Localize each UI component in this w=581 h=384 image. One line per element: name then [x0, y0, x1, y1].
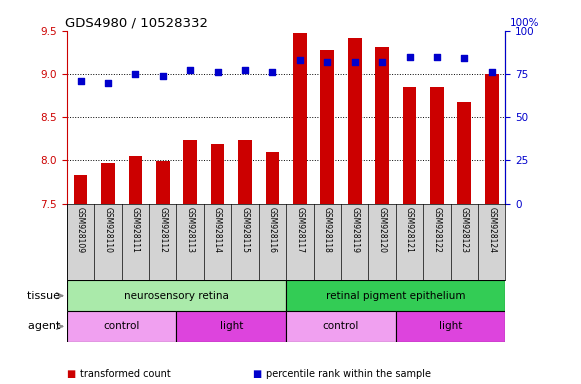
Bar [485, 74, 498, 204]
Point [322, 59, 332, 65]
Text: GSM928117: GSM928117 [295, 207, 304, 253]
Text: light: light [439, 321, 462, 331]
Text: GSM928119: GSM928119 [350, 207, 359, 253]
Point [432, 53, 442, 60]
Text: GSM928120: GSM928120 [378, 207, 386, 253]
Text: agent: agent [28, 321, 64, 331]
Text: ■: ■ [253, 369, 265, 379]
Text: 100%: 100% [510, 18, 539, 28]
Text: percentile rank within the sample: percentile rank within the sample [266, 369, 431, 379]
Point [460, 55, 469, 61]
Text: tissue: tissue [27, 291, 64, 301]
Text: GSM928123: GSM928123 [460, 207, 469, 253]
Bar [74, 175, 87, 204]
Text: GSM928112: GSM928112 [158, 207, 167, 253]
Point [378, 59, 387, 65]
Point [76, 78, 85, 84]
Bar [320, 50, 334, 204]
Text: GSM928121: GSM928121 [405, 207, 414, 253]
Point [185, 67, 195, 73]
Bar [211, 144, 224, 204]
Text: GSM928111: GSM928111 [131, 207, 140, 253]
Bar [67, 311, 177, 342]
Text: light: light [220, 321, 243, 331]
Bar [286, 311, 396, 342]
Text: GSM928113: GSM928113 [186, 207, 195, 253]
Bar [184, 141, 197, 204]
Point [158, 73, 167, 79]
Text: control: control [103, 321, 140, 331]
Bar [266, 152, 279, 204]
Point [241, 67, 250, 73]
Bar [457, 103, 471, 204]
Bar [67, 280, 286, 311]
Point [487, 69, 496, 75]
Bar [430, 87, 444, 204]
Bar [293, 33, 307, 204]
Point [295, 57, 304, 63]
Bar [101, 163, 115, 204]
Text: GSM928122: GSM928122 [432, 207, 442, 253]
Text: GSM928110: GSM928110 [103, 207, 113, 253]
Bar [375, 47, 389, 204]
Point [131, 71, 140, 77]
Text: control: control [323, 321, 359, 331]
Text: neurosensory retina: neurosensory retina [124, 291, 229, 301]
Bar [403, 87, 417, 204]
Point [350, 59, 359, 65]
Bar [238, 141, 252, 204]
Point [103, 79, 113, 86]
Bar [128, 156, 142, 204]
Text: GSM928114: GSM928114 [213, 207, 222, 253]
Text: transformed count: transformed count [80, 369, 170, 379]
Text: GDS4980 / 10528332: GDS4980 / 10528332 [64, 17, 207, 30]
Point [268, 69, 277, 75]
Bar [177, 311, 286, 342]
Text: GSM928118: GSM928118 [323, 207, 332, 253]
Point [405, 53, 414, 60]
Text: GSM928124: GSM928124 [487, 207, 496, 253]
Bar [156, 161, 170, 204]
Bar [348, 38, 361, 204]
Bar [396, 311, 505, 342]
Bar [286, 280, 505, 311]
Text: retinal pigment epithelium: retinal pigment epithelium [326, 291, 465, 301]
Text: GSM928115: GSM928115 [241, 207, 249, 253]
Text: GSM928109: GSM928109 [76, 207, 85, 253]
Text: GSM928116: GSM928116 [268, 207, 277, 253]
Text: ■: ■ [67, 369, 79, 379]
Point [213, 69, 223, 75]
